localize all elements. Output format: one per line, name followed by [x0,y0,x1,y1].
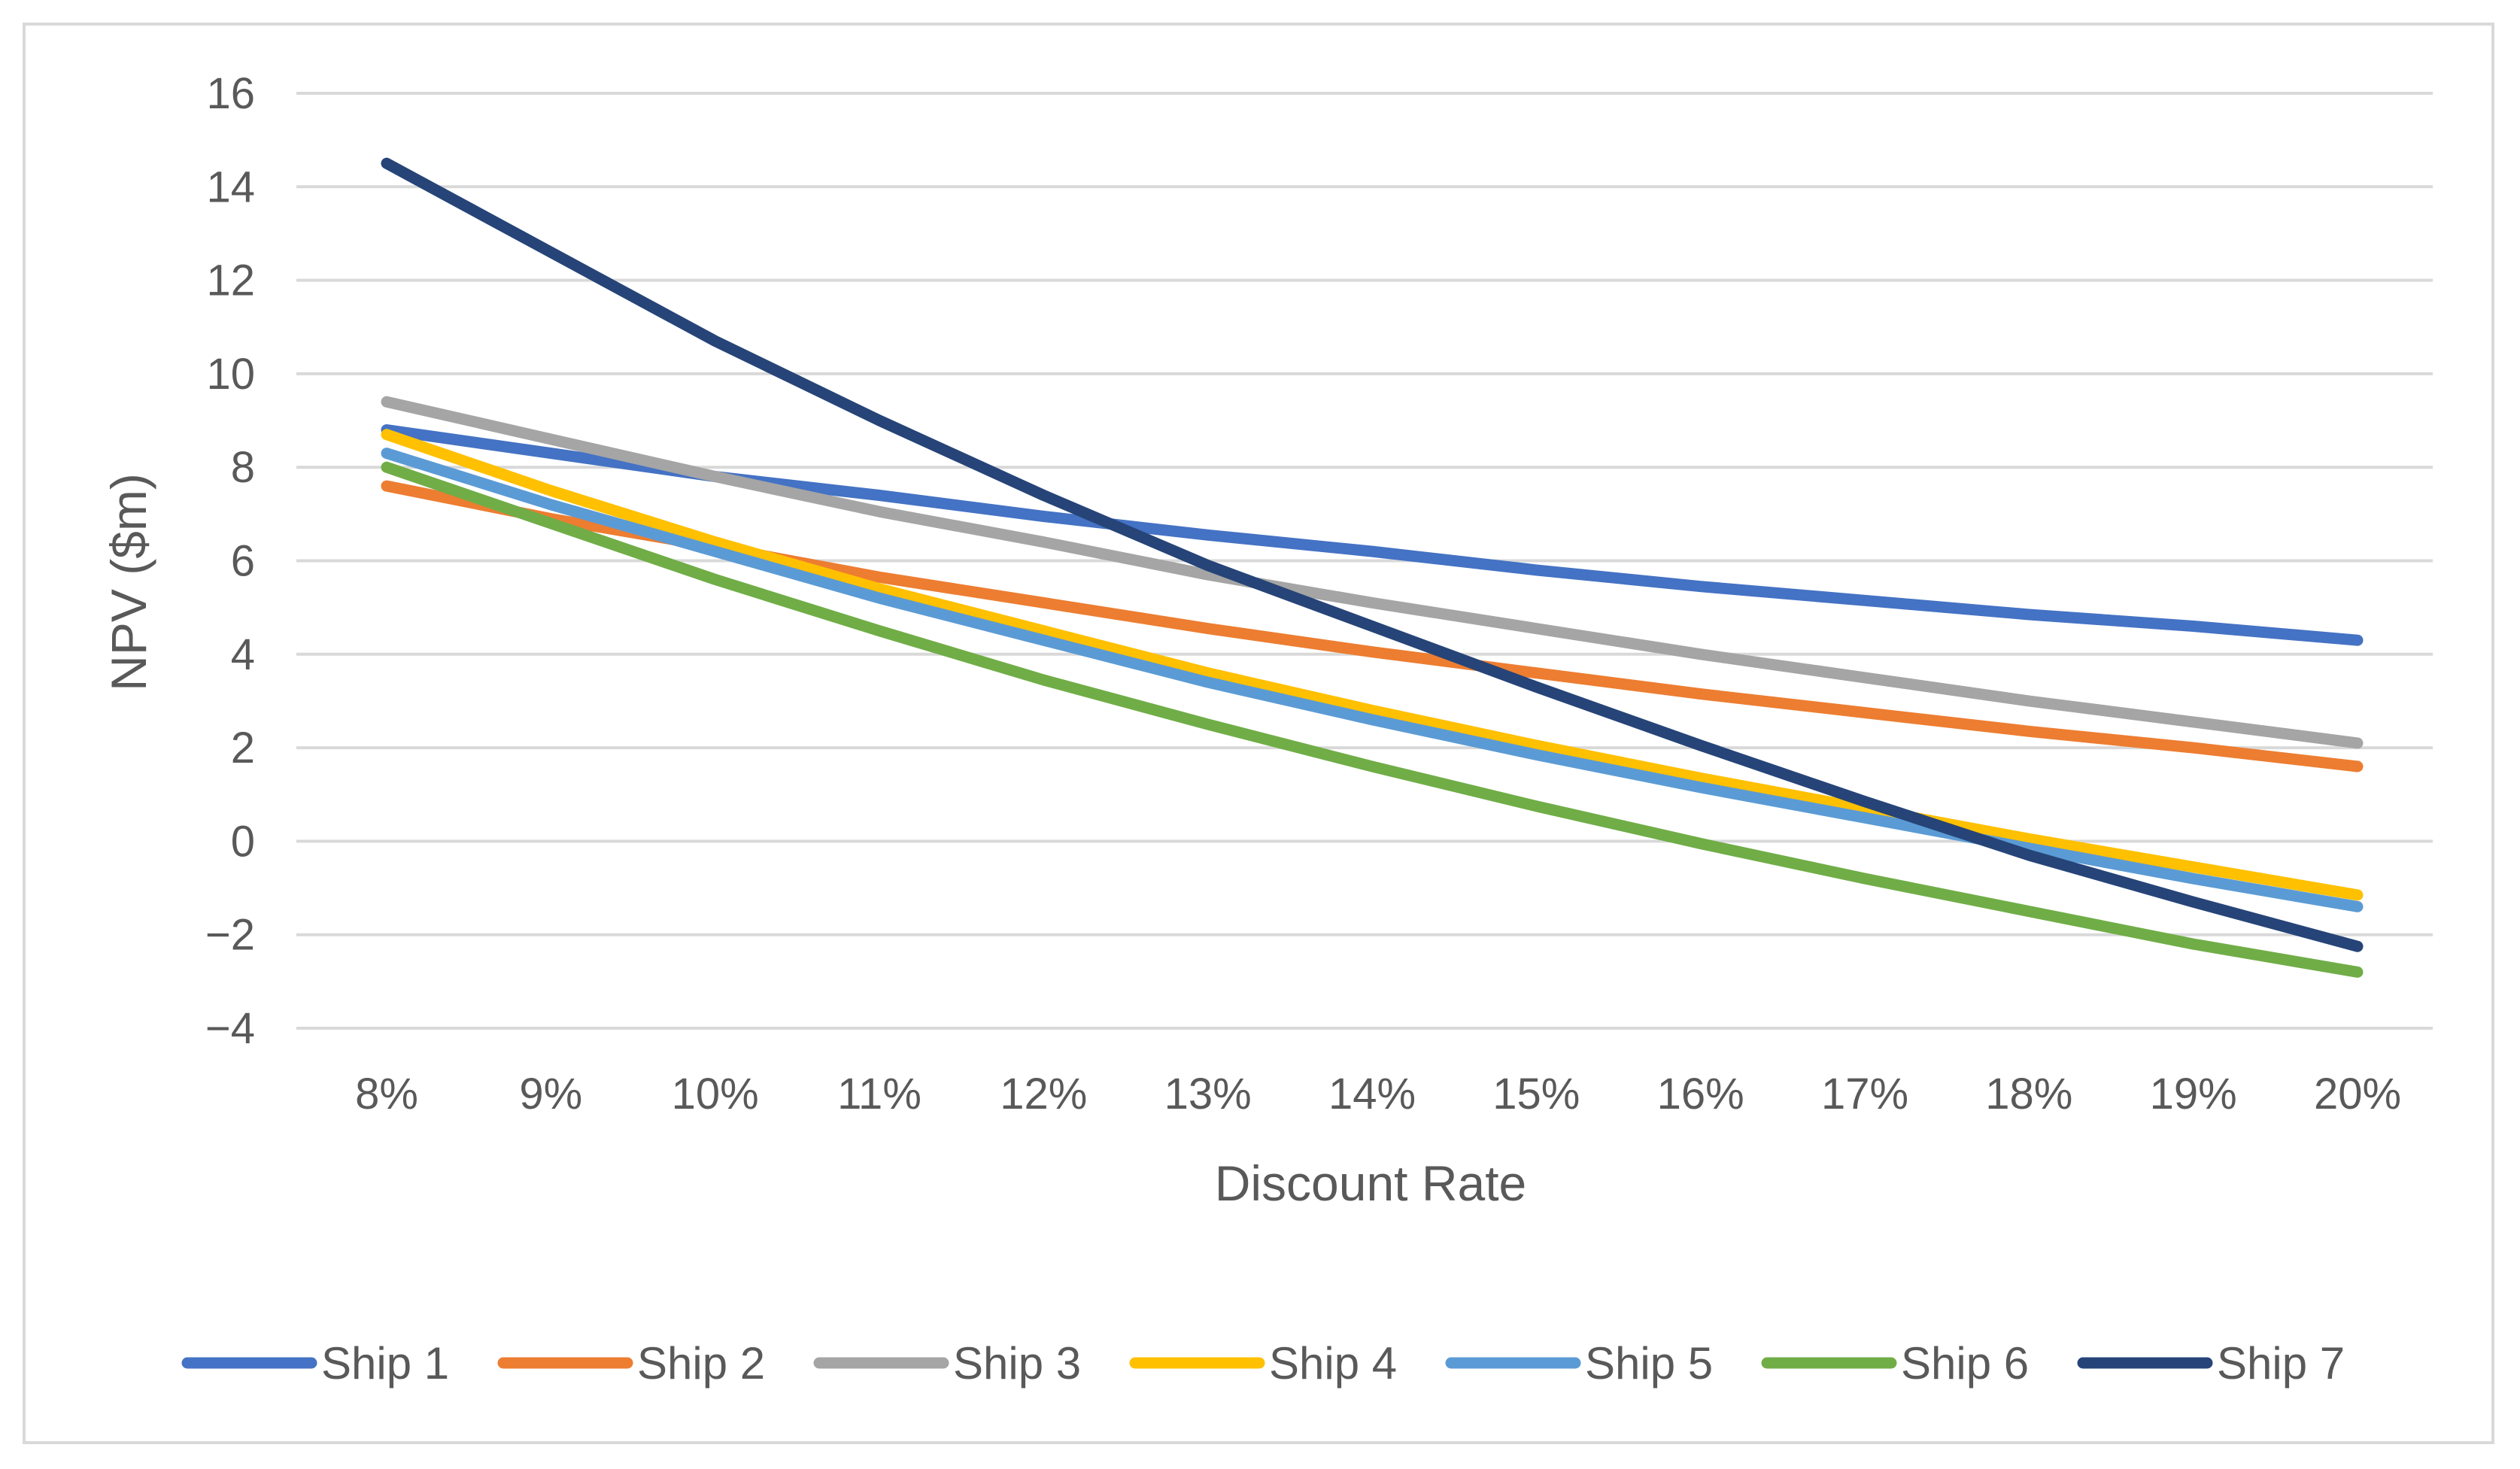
line-chart: 16 14 12 10 8 6 4 2 0 −2 −4 8% 9% 10% 11% 12% 13% 14% 15%… [101,69,2433,1389]
x-axis-ticks: 8% 9% 10% 11% 12% 13% 14% 15% 16% 17% 18% 19% 20% [355,1070,2401,1118]
y-tick-label: 8 [231,443,255,492]
x-tick-label: 14% [1328,1070,1416,1118]
x-tick-label: 17% [1821,1070,1908,1118]
y-axis-ticks: 16 14 12 10 8 6 4 2 0 −2 −4 [205,69,255,1053]
x-tick-label: 19% [2150,1070,2237,1118]
y-tick-label: 16 [206,69,255,118]
y-tick-label: 4 [231,630,255,679]
x-tick-label: 12% [1000,1070,1087,1118]
y-tick-label: 10 [206,350,255,399]
legend-label-ship-3: Ship 3 [953,1338,1081,1389]
x-tick-label: 16% [1657,1070,1744,1118]
x-axis-title: Discount Rate [1215,1155,1527,1211]
x-tick-label: 20% [2314,1070,2401,1118]
y-tick-label: 2 [231,724,255,772]
y-axis-title: NPV ($m) [101,473,156,691]
legend-label-ship-5: Ship 5 [1585,1338,1713,1389]
y-tick-label: 14 [206,162,255,211]
legend-label-ship-1: Ship 1 [321,1338,449,1389]
x-tick-label: 18% [1985,1070,2072,1118]
y-tick-label: −2 [205,911,255,960]
y-tick-label: −4 [205,1004,255,1053]
legend-label-ship-7: Ship 7 [2217,1338,2345,1389]
series-line-ship-4 [381,429,2364,901]
series-lines [381,157,2364,978]
x-tick-label: 11% [837,1070,921,1118]
x-tick-label: 15% [1492,1070,1580,1118]
legend-label-ship-2: Ship 2 [637,1338,765,1389]
series-line-ship-7 [381,157,2364,952]
legend-label-ship-4: Ship 4 [1269,1338,1397,1389]
y-tick-label: 12 [206,256,255,305]
gridlines [296,92,2433,1030]
series-line-ship-5 [381,448,2364,912]
chart-frame: 16 14 12 10 8 6 4 2 0 −2 −4 8% 9% 10% 11% 12% 13% 14% 15%… [23,23,2494,1444]
y-tick-label: 6 [231,537,255,586]
x-tick-label: 13% [1164,1070,1252,1118]
x-tick-label: 10% [672,1070,759,1118]
x-tick-label: 9% [519,1070,582,1118]
series-line-ship-6 [381,461,2364,978]
series-line-ship-3 [381,396,2364,749]
y-tick-label: 0 [231,817,255,866]
legend-label-ship-6: Ship 6 [1901,1338,2029,1389]
x-tick-label: 8% [355,1070,418,1118]
legend: Ship 1 Ship 2 Ship 3 Ship 4 Ship 5 Ship 6 Ship… [181,1338,2345,1389]
